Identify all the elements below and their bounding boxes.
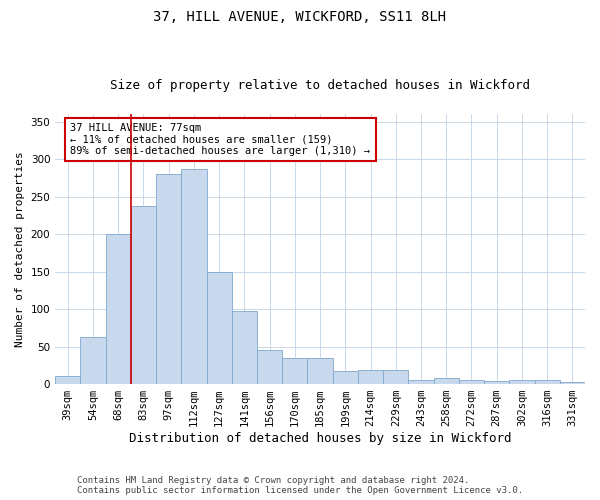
Text: Contains HM Land Registry data © Crown copyright and database right 2024.
Contai: Contains HM Land Registry data © Crown c… (77, 476, 523, 495)
Bar (181, 169, 206, 384)
Bar (206, 272, 232, 384)
Bar (560, 382, 585, 384)
Bar (307, 358, 332, 384)
Bar (257, 350, 282, 384)
Bar (434, 378, 459, 384)
Bar (358, 370, 383, 384)
Text: 37 HILL AVENUE: 77sqm
← 11% of detached houses are smaller (159)
89% of semi-det: 37 HILL AVENUE: 77sqm ← 11% of detached … (70, 123, 370, 156)
Bar (282, 358, 307, 384)
Bar (106, 234, 131, 384)
Bar (535, 380, 560, 384)
Bar (131, 206, 156, 384)
Bar (332, 370, 358, 384)
X-axis label: Distribution of detached houses by size in Wickford: Distribution of detached houses by size … (129, 432, 511, 445)
Title: Size of property relative to detached houses in Wickford: Size of property relative to detached ho… (110, 79, 530, 92)
Bar (509, 380, 535, 384)
Text: 37, HILL AVENUE, WICKFORD, SS11 8LH: 37, HILL AVENUE, WICKFORD, SS11 8LH (154, 10, 446, 24)
Y-axis label: Number of detached properties: Number of detached properties (15, 151, 25, 347)
Bar (409, 380, 434, 384)
Bar (55, 376, 80, 384)
Bar (459, 380, 484, 384)
Bar (80, 337, 106, 384)
Bar (484, 381, 509, 384)
Bar (156, 174, 181, 384)
Bar (232, 312, 257, 384)
Bar (383, 370, 409, 384)
